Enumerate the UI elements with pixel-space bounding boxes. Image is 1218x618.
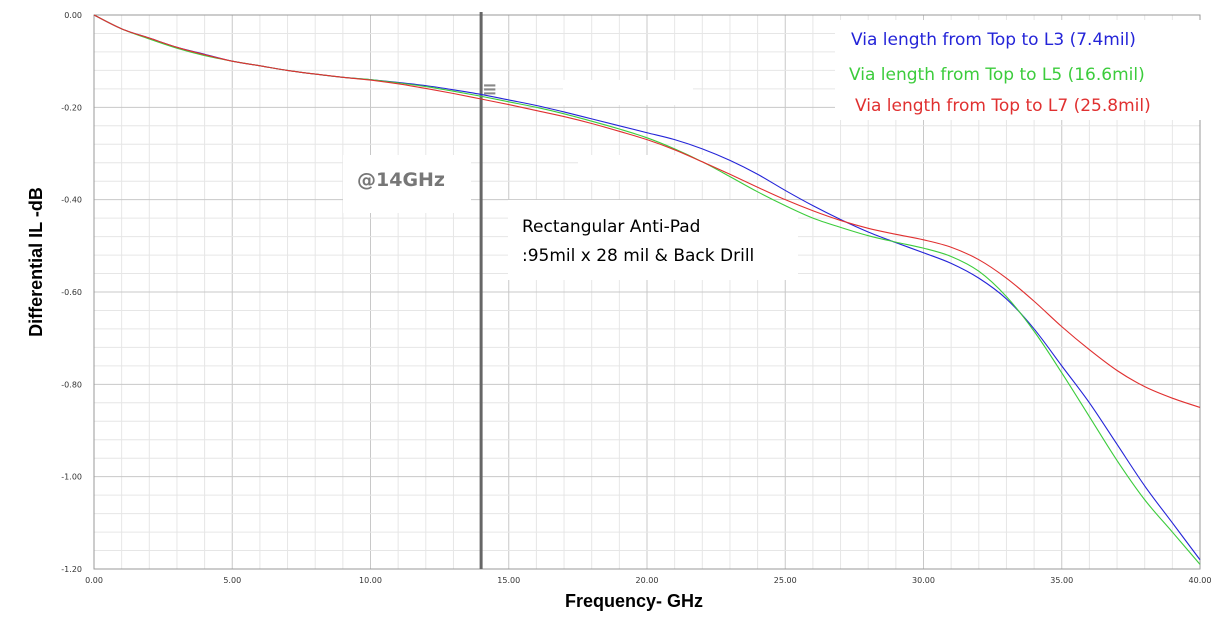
legend-entry-l3: Via length from Top to L3 (7.4mil) [851,30,1136,50]
freq-label-box [343,155,471,213]
series-line-2 [93,14,1201,408]
x-tick-label: 0.00 [85,576,103,585]
x-tick-label: 20.00 [636,576,659,585]
antipad-box [508,200,798,280]
y-tick-label: -0.60 [61,288,82,297]
legend-box [835,20,1203,120]
annotation-at-14ghz: @14GHz [357,169,445,191]
y-tick-label: -0.80 [61,380,82,389]
annotation-antipad-line1: Rectangular Anti-Pad [522,217,700,237]
x-tick-label: 15.00 [497,576,520,585]
y-axis-title: Differential IL -dB [26,187,46,337]
y-tick-label: 0.00 [64,11,82,20]
x-tick-label: 35.00 [1050,576,1073,585]
blank-box-top [563,80,693,105]
x-tick-label: 25.00 [774,576,797,585]
tick-labels: 0.00 5.00 10.00 15.00 20.00 25.00 30.00 35.00 40… [61,11,1211,585]
legend-entry-l5: Via length from Top to L5 (16.6mil) [849,65,1145,85]
x-tick-label: 40.00 [1189,576,1212,585]
y-tick-label: -0.40 [61,196,82,205]
x-tick-label: 30.00 [912,576,935,585]
x-axis-title: Frequency- GHz [565,591,703,611]
legend-entry-l7: Via length from Top to L7 (25.8mil) [855,96,1151,116]
series-group [93,14,1201,565]
x-tick-label: 10.00 [359,576,382,585]
y-tick-label: -0.20 [61,103,82,112]
annotation-antipad-line2: :95mil x 28 mil & Back Drill [522,246,754,266]
annotation-boxes [343,20,1203,280]
y-tick-label: -1.20 [61,565,82,574]
plot-frame [93,14,1201,570]
y-tick-label: -1.00 [61,473,82,482]
blank-box-mid [578,155,708,180]
marker-handle-icon[interactable]: ≡ [482,79,497,100]
marker-group: ≡ [479,12,497,569]
x-tick-label: 5.00 [223,576,241,585]
